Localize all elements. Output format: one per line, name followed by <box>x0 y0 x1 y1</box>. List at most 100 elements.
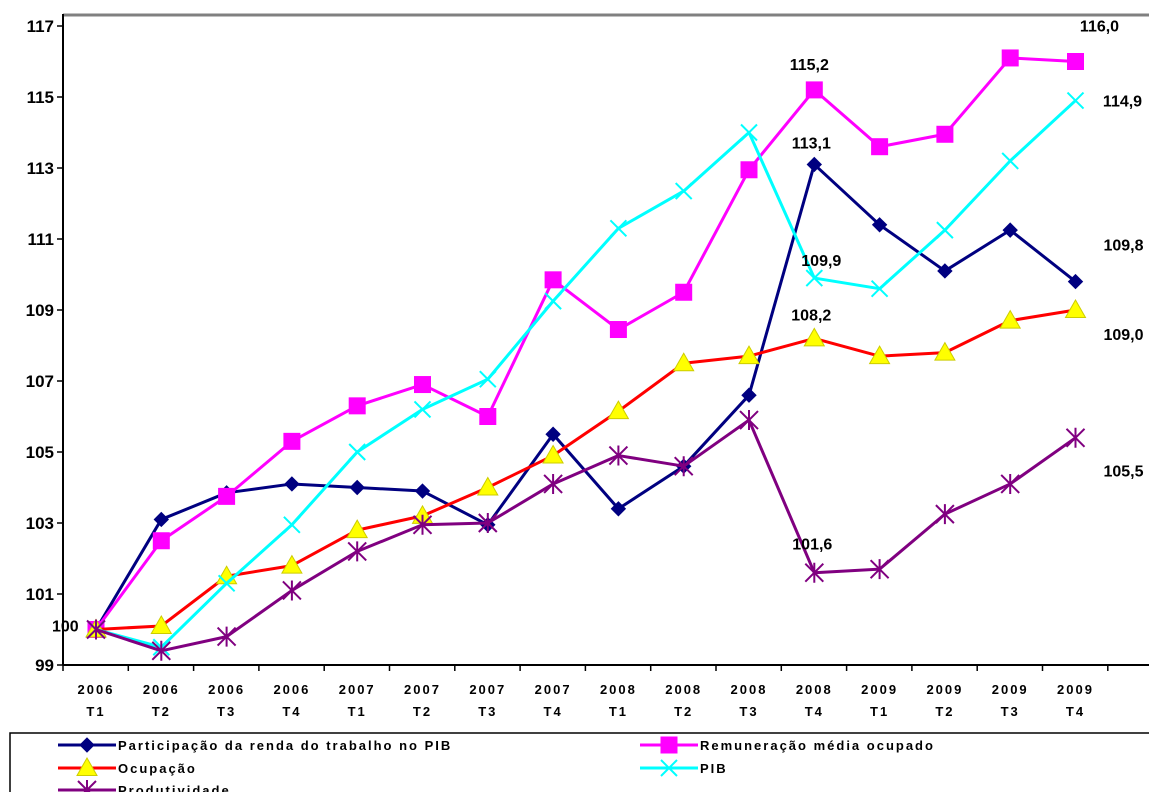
data-point <box>672 352 695 372</box>
y-tick-label: 115 <box>27 88 54 107</box>
data-point <box>673 456 694 477</box>
legend-box <box>9 732 1149 792</box>
data-point <box>412 514 433 535</box>
data-point <box>479 370 497 388</box>
data-label: 109,0 <box>1103 327 1143 344</box>
series-line <box>94 56 1076 631</box>
legend-item: Participação da renda do trabalho no PIB <box>58 737 452 753</box>
legend-item: PIB <box>640 759 728 777</box>
data-point <box>870 279 889 298</box>
legend-marker <box>77 780 97 792</box>
data-point <box>608 445 629 466</box>
y-tick-label: 99 <box>35 656 54 675</box>
data-point <box>871 138 889 156</box>
data-point <box>804 562 825 583</box>
y-tick-label: 117 <box>27 17 54 36</box>
x-tick-label-quarter: T3 <box>478 704 497 719</box>
y-tick-label: 109 <box>26 301 54 320</box>
data-point <box>805 81 823 99</box>
legend-label: Ocupação <box>118 761 197 776</box>
data-point <box>868 345 891 365</box>
series-line <box>95 308 1076 631</box>
x-tick-label-quarter: T2 <box>152 704 171 719</box>
data-point <box>1066 91 1085 110</box>
data-point <box>545 426 561 442</box>
x-tick-label-year: 2008 <box>665 682 702 697</box>
x-tick-label-year: 2007 <box>404 682 441 697</box>
legend-label: Produtividade <box>118 783 231 792</box>
x-tick-label-quarter: T4 <box>1066 704 1085 719</box>
data-point <box>476 476 499 496</box>
x-tick-label-year: 2006 <box>78 682 115 697</box>
series-group <box>87 91 1085 656</box>
data-label: 113,1 <box>792 135 831 152</box>
x-tick-label-year: 2008 <box>600 682 637 697</box>
data-point <box>544 292 562 310</box>
data-point <box>478 513 498 533</box>
series-group <box>87 49 1084 638</box>
y-tick-label: 111 <box>28 230 55 249</box>
data-label: 114,9 <box>1103 94 1142 111</box>
x-tick-label-quarter: T4 <box>544 704 563 719</box>
data-point <box>86 619 106 640</box>
legend-item: Ocupação <box>58 756 197 776</box>
data-point <box>347 541 367 562</box>
data-label: 105,5 <box>1103 463 1143 480</box>
legend-label: Participação da renda do trabalho no PIB <box>118 738 452 753</box>
x-tick-label-year: 2009 <box>926 682 963 697</box>
data-point <box>1000 473 1020 494</box>
data-point <box>871 217 888 233</box>
data-point <box>609 321 627 339</box>
data-point <box>1065 427 1086 448</box>
data-point <box>999 309 1022 329</box>
data-labels: 100 115,2 113,1 109,9 108,2 101,6 116,0 114,9 10… <box>52 19 1144 636</box>
series-group <box>86 410 1086 661</box>
data-point <box>869 559 890 580</box>
x-tick-label-year: 2008 <box>796 682 833 697</box>
data-point <box>284 476 300 492</box>
x-tick-label-quarter: T3 <box>217 704 236 719</box>
data-point <box>739 410 759 431</box>
data-label: 100 <box>52 619 79 636</box>
legend-marker <box>660 759 678 777</box>
legend-item: Remuneração média ocupado <box>640 736 933 754</box>
data-point <box>283 432 301 450</box>
data-point <box>346 519 369 539</box>
data-point <box>934 341 956 361</box>
x-tick-label-quarter: T2 <box>413 704 432 719</box>
data-point <box>413 400 432 419</box>
legend-label: PIB <box>700 761 728 776</box>
axes: 99 101 103 105 107 109 111 113 115 117 2006 T1 2006 T… <box>26 13 1149 719</box>
legend-item: Produtividade <box>58 780 231 792</box>
data-point <box>152 532 170 550</box>
data-point <box>609 219 628 238</box>
data-point <box>542 444 564 464</box>
x-tick-label-quarter: T1 <box>86 704 105 719</box>
x-tick-label-quarter: T3 <box>739 704 758 719</box>
data-point <box>740 123 758 142</box>
data-point <box>1001 152 1019 170</box>
data-point <box>150 614 173 634</box>
x-tick-label-year: 2009 <box>1057 682 1094 697</box>
data-point <box>1067 53 1084 70</box>
series-line <box>95 99 1077 649</box>
data-point <box>675 283 693 301</box>
data-point <box>543 473 563 494</box>
data-point <box>935 504 955 525</box>
data-point <box>607 400 630 420</box>
legend-marker <box>79 737 95 753</box>
series-lines <box>85 49 1087 661</box>
series-group <box>88 156 1084 638</box>
data-point <box>544 271 562 289</box>
x-tick-label-quarter: T4 <box>805 704 824 719</box>
legend-marker <box>76 756 98 776</box>
data-label: 116,0 <box>1080 19 1119 36</box>
data-point <box>806 156 823 173</box>
x-tick-label-quarter: T2 <box>935 704 954 719</box>
data-point <box>610 501 627 517</box>
data-point <box>479 408 497 425</box>
x-tick-label-quarter: T1 <box>609 704 628 719</box>
data-point <box>803 327 826 347</box>
y-tick-label: 107 <box>26 372 54 391</box>
